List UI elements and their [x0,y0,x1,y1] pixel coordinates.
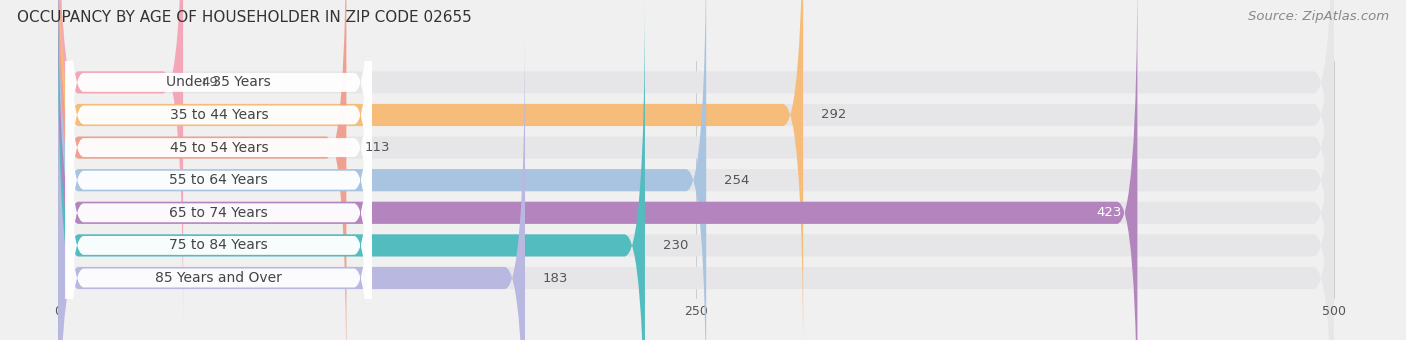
Text: 292: 292 [821,108,846,121]
Text: 35 to 44 Years: 35 to 44 Years [170,108,269,122]
FancyBboxPatch shape [66,0,373,334]
FancyBboxPatch shape [58,0,1334,340]
FancyBboxPatch shape [58,0,1137,340]
FancyBboxPatch shape [58,28,524,340]
FancyBboxPatch shape [58,0,346,340]
Text: 45 to 54 Years: 45 to 54 Years [170,141,269,155]
FancyBboxPatch shape [66,0,373,340]
Text: 254: 254 [724,174,749,187]
FancyBboxPatch shape [58,28,1334,340]
Text: 65 to 74 Years: 65 to 74 Years [170,206,269,220]
Text: 49: 49 [201,76,218,89]
Text: OCCUPANCY BY AGE OF HOUSEHOLDER IN ZIP CODE 02655: OCCUPANCY BY AGE OF HOUSEHOLDER IN ZIP C… [17,10,471,25]
FancyBboxPatch shape [66,27,373,340]
Text: Source: ZipAtlas.com: Source: ZipAtlas.com [1249,10,1389,23]
FancyBboxPatch shape [66,59,373,340]
FancyBboxPatch shape [58,0,1334,340]
FancyBboxPatch shape [58,0,645,340]
FancyBboxPatch shape [58,0,1334,340]
Text: Under 35 Years: Under 35 Years [166,75,271,89]
Text: 113: 113 [364,141,389,154]
Text: 423: 423 [1097,206,1122,219]
Text: 75 to 84 Years: 75 to 84 Years [170,238,269,252]
FancyBboxPatch shape [66,0,373,340]
Text: 183: 183 [543,272,568,285]
FancyBboxPatch shape [66,0,373,301]
FancyBboxPatch shape [58,0,1334,340]
FancyBboxPatch shape [58,0,1334,340]
FancyBboxPatch shape [58,0,183,332]
Text: 230: 230 [662,239,688,252]
FancyBboxPatch shape [58,0,1334,332]
Text: 55 to 64 Years: 55 to 64 Years [170,173,269,187]
FancyBboxPatch shape [58,0,706,340]
FancyBboxPatch shape [66,0,373,340]
FancyBboxPatch shape [58,0,803,340]
Text: 85 Years and Over: 85 Years and Over [156,271,283,285]
